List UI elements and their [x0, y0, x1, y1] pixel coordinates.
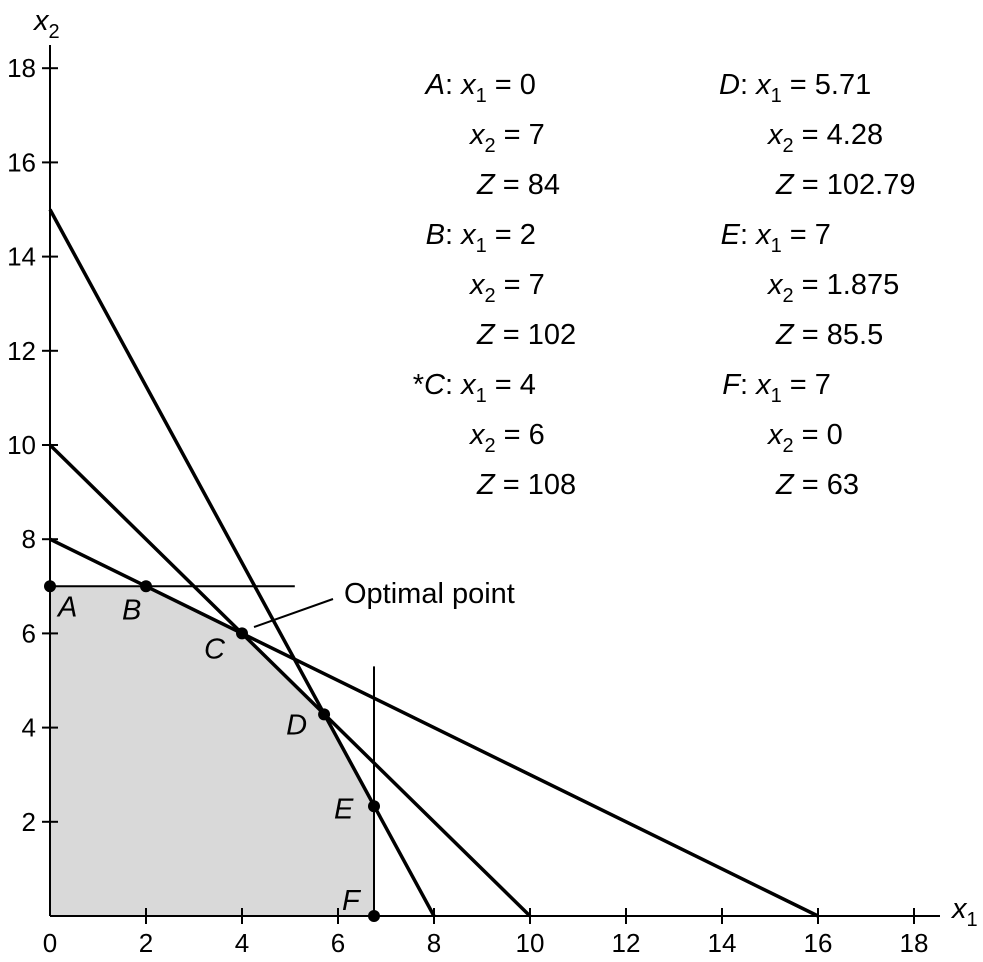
table-z-value: Z = 108	[476, 469, 576, 501]
y-tick-label: 4	[22, 713, 36, 743]
axes: 0 2 4 6 8 10 12 14 16 18 2 4 6 8 10 12 14 16 18 x1 x2	[7, 5, 978, 958]
y-tick-label: 8	[22, 524, 36, 554]
table-point-name: A	[424, 69, 445, 101]
line-15-8	[48, 208, 436, 917]
table-point-name: *C	[413, 369, 446, 401]
x-tick-label: 12	[612, 928, 641, 958]
x-tick-label: 4	[235, 928, 249, 958]
y-tick-label: 18	[7, 53, 36, 83]
x-tick-label: 16	[804, 928, 833, 958]
table-x1-value: : x1 = 4	[445, 369, 536, 407]
y-tick-label: 16	[7, 147, 36, 177]
x-tick-label: 10	[516, 928, 545, 958]
table-z-value: Z = 63	[775, 469, 859, 501]
point-label-F: F	[342, 885, 362, 917]
table-z-value: Z = 84	[476, 169, 560, 201]
optimal-point-label: Optimal point	[344, 578, 515, 610]
y-axis-label: x2	[32, 5, 60, 43]
point-D	[318, 708, 331, 721]
y-tick-label: 10	[7, 430, 36, 460]
table-x2-value: x2 = 6	[468, 419, 545, 457]
x-axis-label: x1	[950, 893, 978, 931]
point-B	[140, 580, 152, 593]
y-tick-label: 6	[22, 618, 36, 648]
table-x1-value: : x1 = 0	[445, 69, 536, 107]
optimal-point-leader	[253, 598, 334, 628]
table-point-name: F	[722, 369, 742, 401]
table-point-name: E	[721, 219, 741, 251]
annotations: Optimal point	[253, 578, 515, 628]
table-point-name: B	[426, 219, 445, 251]
x-tick-label: 2	[139, 928, 153, 958]
point-label-D: D	[286, 709, 307, 741]
x-tick-label: 6	[331, 928, 345, 958]
feasible-region	[50, 586, 374, 916]
point-A	[44, 580, 56, 593]
point-label-B: B	[122, 594, 141, 626]
corner-points: A B C D E F	[44, 580, 380, 922]
point-label-A: A	[56, 591, 77, 623]
y-tick-label: 2	[22, 807, 36, 837]
point-label-E: E	[334, 793, 354, 825]
line-8-16	[49, 537, 819, 918]
table-x2-value: x2 = 4.28	[766, 119, 883, 157]
table-z-value: Z = 102.79	[775, 169, 915, 201]
table-x1-value: : x1 = 5.71	[740, 69, 871, 107]
table-x1-value: : x1 = 2	[445, 219, 536, 257]
x-tick-label: 8	[427, 928, 441, 958]
point-F	[368, 910, 380, 922]
table-x2-value: x2 = 0	[766, 419, 843, 457]
point-C	[236, 627, 248, 640]
table-z-value: Z = 102	[476, 319, 576, 351]
table-x2-value: x2 = 7	[468, 119, 545, 157]
table-x2-value: x2 = 7	[468, 269, 545, 307]
point-E	[368, 800, 380, 813]
table-x1-value: : x1 = 7	[740, 369, 831, 407]
constraint-lines	[48, 208, 819, 918]
point-label-C: C	[204, 633, 226, 665]
x-tick-label: 14	[708, 928, 737, 958]
y-tick-label: 12	[7, 336, 36, 366]
table-x2-value: x2 = 1.875	[766, 269, 899, 307]
table-point-name: D	[719, 69, 740, 101]
line-10-10	[48, 443, 532, 918]
x-tick-label: 0	[43, 928, 57, 958]
table-z-value: Z = 85.5	[775, 319, 883, 351]
corner-point-table: A : x1 = 0 x2 = 7 Z = 84 B : x1 = 2 x2 = 7 Z …	[413, 69, 916, 501]
y-tick-label: 14	[7, 242, 36, 272]
x-tick-label: 18	[900, 928, 929, 958]
table-x1-value: : x1 = 7	[740, 219, 831, 257]
